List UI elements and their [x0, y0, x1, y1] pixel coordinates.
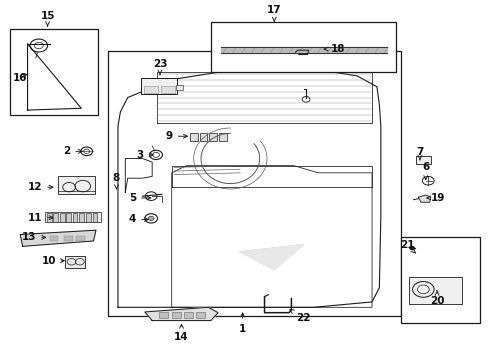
Polygon shape	[145, 307, 218, 320]
Text: 15: 15	[40, 11, 55, 26]
Text: 1: 1	[239, 313, 246, 334]
Text: 5: 5	[129, 193, 151, 203]
Text: 16: 16	[13, 73, 27, 83]
Bar	[45, 212, 101, 222]
Bar	[86, 213, 91, 222]
Bar	[196, 312, 205, 319]
Text: 10: 10	[41, 256, 64, 266]
Bar	[199, 133, 207, 140]
Text: 19: 19	[427, 193, 445, 203]
Text: 2: 2	[63, 146, 82, 156]
Bar	[159, 312, 168, 319]
Polygon shape	[240, 244, 304, 270]
Text: 17: 17	[267, 5, 282, 21]
Circle shape	[148, 216, 154, 221]
Bar	[142, 78, 176, 94]
Bar	[211, 22, 396, 72]
Bar	[161, 86, 174, 93]
Bar	[190, 133, 197, 140]
Bar	[10, 30, 98, 116]
Text: 18: 18	[324, 44, 345, 54]
Bar	[79, 213, 84, 222]
Text: 22: 22	[290, 310, 311, 323]
Bar	[184, 312, 193, 319]
Text: 6: 6	[422, 162, 429, 180]
Bar	[108, 51, 401, 316]
Text: 9: 9	[166, 131, 187, 141]
Text: 21: 21	[400, 240, 416, 253]
Bar	[64, 236, 73, 241]
Text: 23: 23	[153, 59, 167, 75]
Text: 8: 8	[113, 173, 120, 189]
Bar	[145, 86, 158, 93]
Bar	[175, 85, 183, 90]
Bar	[93, 213, 98, 222]
Circle shape	[409, 246, 415, 250]
Bar	[401, 237, 480, 323]
Bar	[416, 156, 431, 164]
Bar	[209, 133, 217, 140]
Text: 13: 13	[22, 232, 46, 242]
Polygon shape	[418, 195, 431, 202]
Bar	[409, 277, 463, 304]
Bar	[219, 133, 227, 140]
Bar	[53, 213, 58, 222]
Bar	[73, 213, 77, 222]
Bar	[76, 236, 85, 241]
Bar	[66, 213, 71, 222]
Text: 11: 11	[27, 213, 53, 222]
Bar	[49, 236, 58, 241]
Bar	[65, 256, 85, 267]
Bar	[58, 176, 95, 194]
Text: 12: 12	[27, 182, 53, 192]
Polygon shape	[20, 230, 96, 246]
Bar	[60, 213, 65, 222]
Bar	[47, 213, 52, 222]
Text: 7: 7	[416, 147, 424, 160]
Text: 20: 20	[430, 291, 444, 306]
Text: 14: 14	[174, 324, 189, 342]
Text: 3: 3	[136, 150, 153, 160]
Text: 4: 4	[129, 215, 148, 224]
Bar	[172, 312, 180, 319]
